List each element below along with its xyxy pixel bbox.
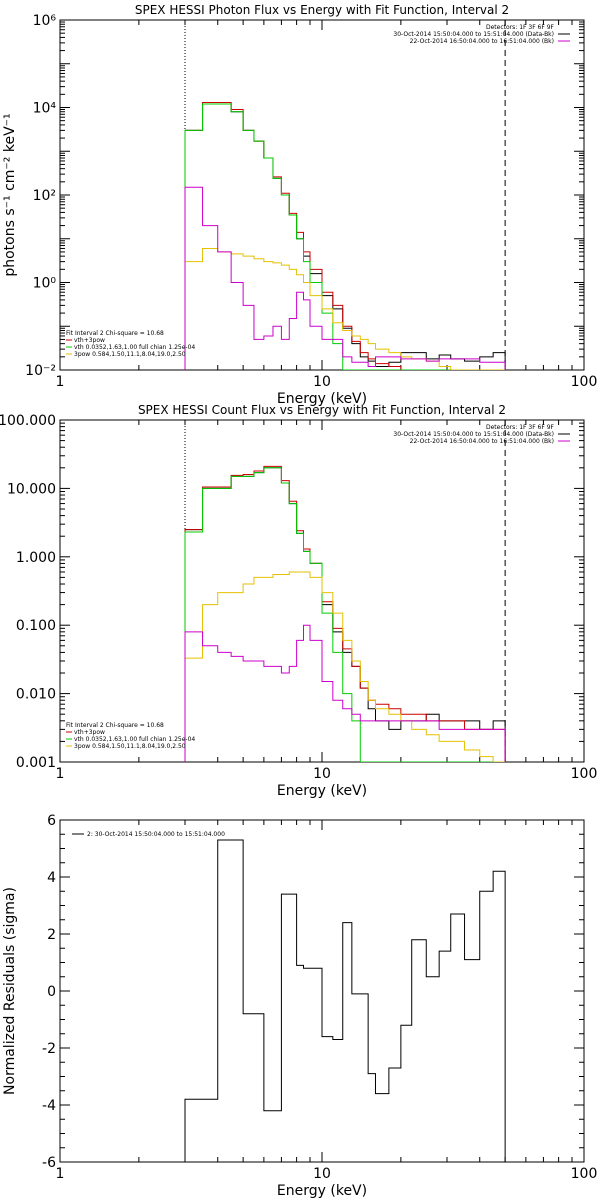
y-axis-label: photons s⁻¹ cm⁻² keV⁻¹ bbox=[2, 113, 18, 276]
y-tick-label: 10.000 bbox=[7, 481, 56, 497]
y-tick-label: 10⁴ bbox=[33, 101, 57, 117]
y-tick-label: -6 bbox=[42, 1155, 56, 1171]
y-tick-label: 1.000 bbox=[16, 550, 56, 566]
y-tick-label: 10⁰ bbox=[33, 276, 57, 292]
y-tick-label: 0.100 bbox=[16, 618, 56, 634]
legend-top-text: Detectors: 1F 3F 6F 9F bbox=[486, 424, 555, 431]
series-5-line bbox=[184, 186, 506, 370]
legend-top-text: 30-Oct-2014 15:50:04.000 to 15:51:04.000… bbox=[393, 431, 554, 438]
chart-title: SPEX HESSI Count Flux vs Energy with Fit… bbox=[138, 403, 506, 417]
series-1-line bbox=[184, 467, 506, 762]
legend-bottom-text: Fit Interval 2 Chi-square = 10.68 bbox=[66, 330, 164, 337]
legend-top-text: Detectors: 1F 3F 6F 9F bbox=[486, 24, 555, 31]
plot-area bbox=[184, 839, 506, 1162]
plot-area bbox=[184, 20, 506, 370]
legend-top-text: 30-Oct-2014 15:50:04.000 to 15:51:04.000… bbox=[393, 31, 554, 38]
x-tick-label: 1 bbox=[56, 374, 65, 390]
x-axis-label: Energy (keV) bbox=[277, 391, 367, 407]
series-4-line bbox=[184, 247, 506, 370]
x-tick-label: 100 bbox=[571, 374, 598, 390]
legend-bottom-text: vth 0.0352,1.63,1.00 full chian 1.25e-04 bbox=[74, 344, 195, 351]
legend-bottom-text: vth 0.0352,1.63,1.00 full chian 1.25e-04 bbox=[74, 736, 195, 743]
legend-top-text: 22-Oct-2014 16:50:04.000 to 16:51:04.000… bbox=[410, 438, 554, 445]
legend-bottom-text: vth+3pow bbox=[74, 729, 105, 736]
y-axis-label: Normalized Residuals (sigma) bbox=[2, 887, 18, 1095]
series-3-line bbox=[184, 103, 506, 370]
legend-top-text: 22-Oct-2014 16:50:04.000 to 16:51:04.000… bbox=[410, 38, 554, 45]
legend-text: 2: 30-Oct-2014 15:50:04.000 to 15:51:04.… bbox=[87, 831, 225, 838]
x-tick-label: 100 bbox=[571, 766, 598, 782]
legend-bottom-text: vth+3pow bbox=[74, 337, 105, 344]
chart-panel-1: SPEX HESSI Photon Flux vs Energy with Fi… bbox=[2, 3, 597, 407]
y-tick-label: 4 bbox=[47, 870, 56, 886]
y-tick-label: 0 bbox=[47, 984, 56, 1000]
x-axis-label: Energy (keV) bbox=[277, 783, 367, 799]
chart-title: SPEX HESSI Photon Flux vs Energy with Fi… bbox=[135, 3, 509, 17]
x-tick-label: 10 bbox=[313, 374, 331, 390]
x-axis-label: Energy (keV) bbox=[277, 1183, 367, 1199]
y-tick-label: -4 bbox=[42, 1098, 56, 1114]
legend-bottom-text: 3pow 0.584,1.50,11.1,8.04,19.0,2.50 bbox=[74, 351, 186, 358]
series-2-line bbox=[184, 102, 506, 370]
legend-bottom-text: 3pow 0.584,1.50,11.1,8.04,19.0,2.50 bbox=[74, 743, 186, 750]
x-tick-label: 10 bbox=[313, 766, 331, 782]
series-4-line bbox=[184, 571, 506, 762]
y-tick-label: 10² bbox=[33, 188, 56, 204]
series-3-line bbox=[184, 467, 506, 762]
x-tick-label: 1 bbox=[56, 766, 65, 782]
chart-panel-2: SPEX HESSI Count Flux vs Energy with Fit… bbox=[0, 403, 597, 799]
y-tick-label: 10⁻² bbox=[25, 363, 56, 379]
y-tick-label: 100.000 bbox=[0, 413, 56, 429]
x-tick-label: 10 bbox=[313, 1166, 331, 1182]
y-tick-label: 0.001 bbox=[16, 755, 56, 771]
legend-bottom-text: Fit Interval 2 Chi-square = 10.68 bbox=[66, 722, 164, 729]
series-5-line bbox=[184, 624, 506, 762]
y-tick-label: 0.010 bbox=[16, 687, 56, 703]
chart-panel-3: 1 10 100 -6 -4 -2 0 2 4 6 Energy (keV) Normalized R… bbox=[2, 813, 597, 1199]
plot-area bbox=[184, 420, 506, 762]
series-2-line bbox=[184, 465, 506, 762]
y-tick-label: 6 bbox=[47, 813, 56, 829]
series-1-line bbox=[184, 839, 506, 1162]
x-tick-label: 1 bbox=[56, 1166, 65, 1182]
y-tick-label: 2 bbox=[47, 927, 56, 943]
x-tick-label: 100 bbox=[571, 1166, 598, 1182]
y-tick-label: 10⁶ bbox=[33, 13, 57, 29]
y-tick-label: -2 bbox=[42, 1041, 56, 1057]
